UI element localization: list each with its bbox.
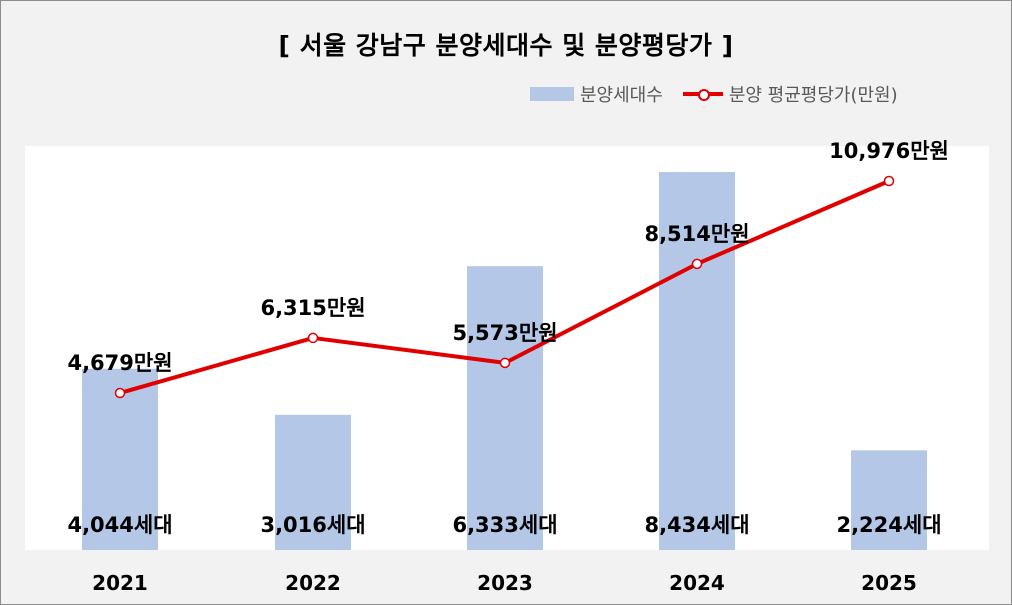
x-axis-ticks: 2021 2022 2023 2024 2025 <box>92 571 917 595</box>
bar-value-label-2021: 4,044세대 <box>67 513 172 537</box>
x-tick-label-2022: 2022 <box>285 571 341 595</box>
price-point-2025 <box>883 175 895 187</box>
legend: 분양세대수 분양 평균평당가(만원) <box>530 82 918 106</box>
legend-label-line: 분양 평균평당가(만원) <box>728 85 898 106</box>
bar-2024 <box>659 172 735 550</box>
legend-label-bar: 분양세대수 <box>580 85 663 106</box>
bar-series <box>82 172 927 550</box>
price-value-label-2021: 4,679만원 <box>67 351 172 375</box>
legend-item-bar: 분양세대수 <box>530 81 663 107</box>
price-point-2022 <box>307 332 319 344</box>
legend-line-marker <box>697 89 710 101</box>
bar-2025 <box>851 450 927 550</box>
x-tick-label-2023: 2023 <box>477 571 533 595</box>
bar-value-label-2025: 2,224세대 <box>836 513 941 537</box>
x-tick-label-2024: 2024 <box>669 571 725 595</box>
bar-value-label-2024: 8,434세대 <box>644 513 749 537</box>
legend-item-line: 분양 평균평당가(만원) <box>682 81 898 107</box>
price-point-2023 <box>499 357 511 369</box>
price-value-label-2024: 8,514만원 <box>644 222 749 246</box>
line-series <box>114 175 895 399</box>
price-value-label-2023: 5,573만원 <box>452 321 557 345</box>
bar-2022 <box>275 414 351 550</box>
price-value-label-2022: 6,315만원 <box>260 296 365 320</box>
legend-swatch-bar <box>530 87 574 101</box>
bar-2023 <box>467 266 543 550</box>
x-tick-label-2021: 2021 <box>92 571 148 595</box>
x-tick-label-2025: 2025 <box>861 571 917 595</box>
bar-value-label-2023: 6,333세대 <box>452 513 557 537</box>
data-labels: 4,044세대 3,016세대 6,333세대 8,434세대 2,224세대 4,679… <box>67 139 948 537</box>
price-value-label-2025: 10,976만원 <box>829 139 949 163</box>
bar-value-label-2022: 3,016세대 <box>260 513 365 537</box>
chart-title: [ 서울 강남구 분양세대수 및 분양평당가 ] <box>278 31 734 60</box>
price-point-2021 <box>114 387 126 399</box>
bar-2021 <box>82 368 158 550</box>
legend-swatch-line <box>682 87 723 101</box>
price-point-2024 <box>691 258 703 270</box>
